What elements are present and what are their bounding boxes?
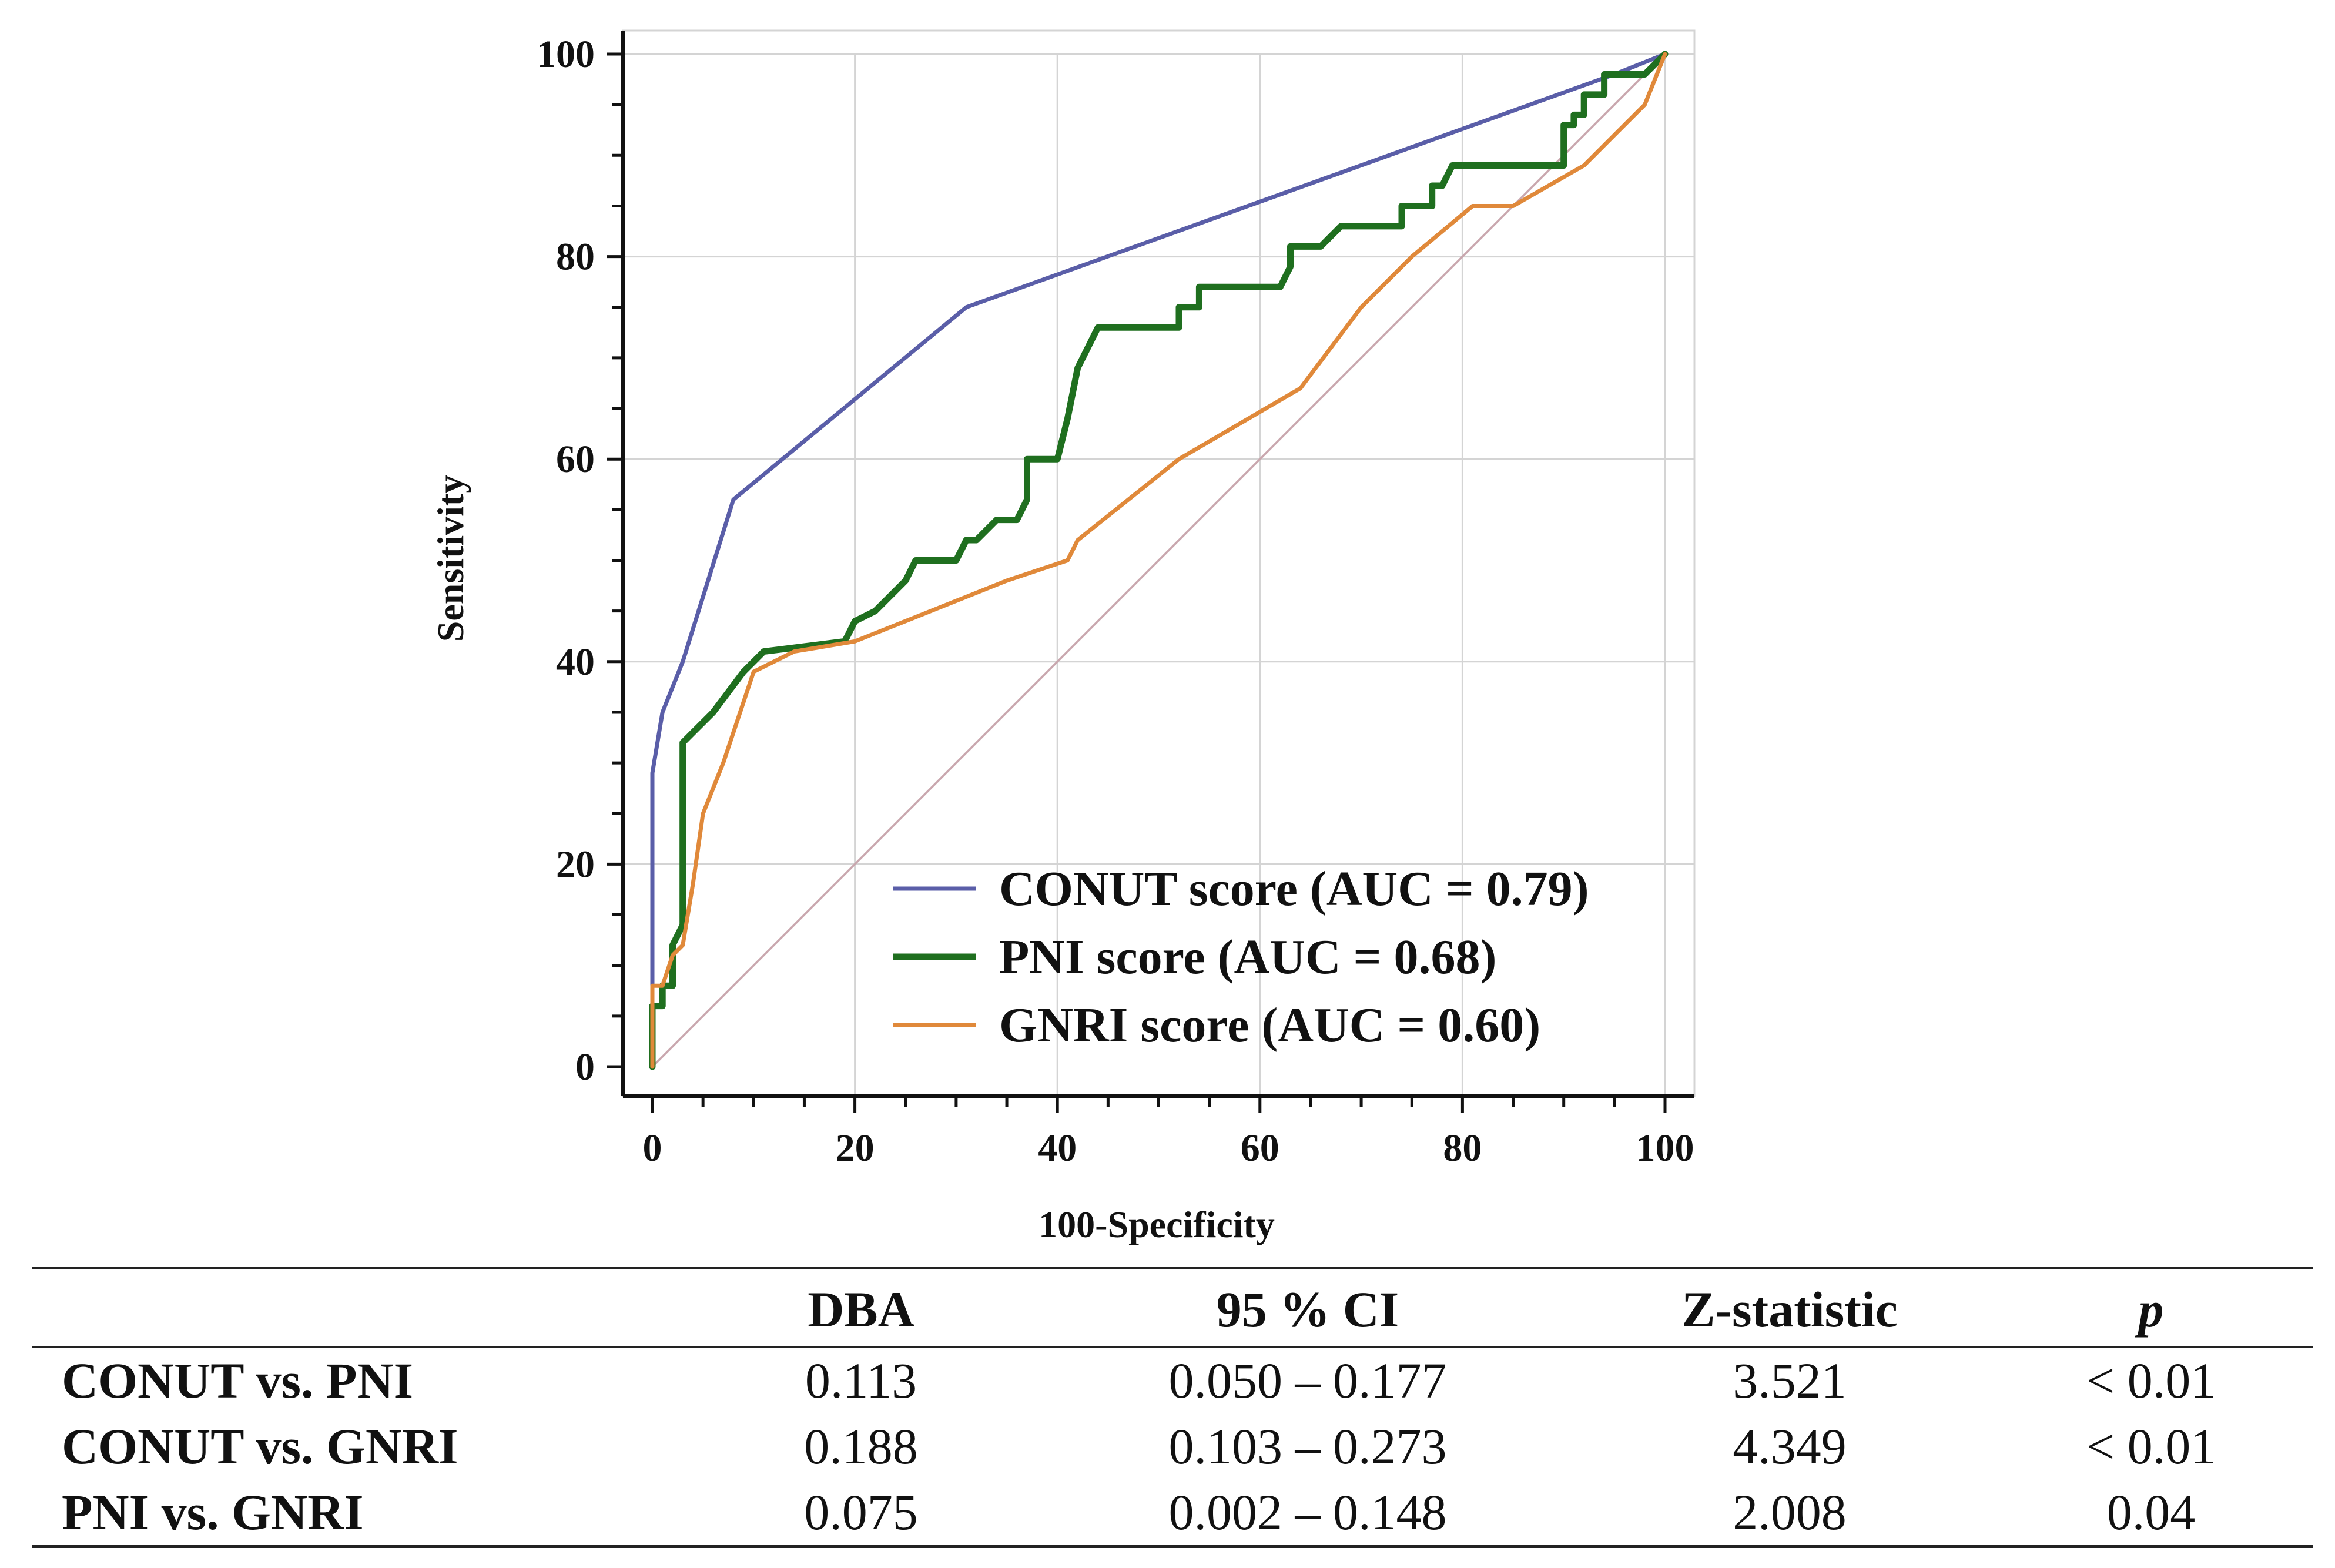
x-tick-label: 100 [1636,1127,1694,1170]
table-header-z: Z-statistic [1590,1267,1989,1348]
table-header-row: DBA 95 % CI Z-statistic p [32,1267,2313,1348]
x-tick-label: 20 [836,1127,875,1170]
table-cell-dba: 0.113 [805,1352,917,1409]
table-cell-comparison: PNI vs. GNRI [32,1479,696,1548]
chart-legend: CONUT score (AUC = 0.79) PNI score (AUC =… [893,862,1589,1053]
y-tick-label: 60 [556,438,595,481]
legend-label: GNRI score (AUC = 0.60) [999,998,1540,1053]
table-header-ci: 95 % CI [1026,1267,1590,1348]
comparison-table: DBA 95 % CI Z-statistic p CONUT vs. PNI … [32,1267,2313,1548]
table-cell-ci: 0.103 – 0.273 [1168,1418,1447,1475]
table-row: CONUT vs. GNRI 0.188 0.103 – 0.273 4.349… [32,1413,2313,1479]
table-row: PNI vs. GNRI 0.075 0.002 – 0.148 2.008 0… [32,1479,2313,1548]
table-cell-ci: 0.002 – 0.148 [1026,1479,1590,1548]
table-cell-comparison: CONUT vs. PNI [62,1352,414,1409]
table-cell-comparison: CONUT vs. GNRI [62,1418,458,1475]
table-cell-ci: 0.050 – 0.177 [1168,1352,1447,1409]
table-cell-z: 4.349 [1733,1418,1847,1475]
series-line-1 [650,52,1667,1069]
table-row: CONUT vs. PNI 0.113 0.050 – 0.177 3.521 … [32,1347,2313,1414]
legend-label: PNI score (AUC = 0.68) [999,930,1496,984]
y-tick-label: 80 [556,236,595,279]
reference-diagonal [651,53,1666,1068]
table-header-dba: DBA [696,1267,1026,1348]
table-cell-z: 3.521 [1733,1352,1847,1409]
x-tick-label: 80 [1443,1127,1482,1170]
table-cell-p: 0.04 [1989,1479,2313,1548]
legend-label: CONUT score (AUC = 0.79) [999,862,1589,916]
table-header-p: p [1989,1267,2313,1348]
table-cell-dba: 0.188 [804,1418,918,1475]
roc-chart: 0 20 40 60 80 100 0 20 40 60 80 100 100-Specificity… [430,29,1696,1245]
x-tick-label: 40 [1038,1127,1077,1170]
series-line-2 [649,51,1669,1070]
table-cell-z: 2.008 [1590,1479,1989,1548]
table-cell-dba: 0.075 [696,1479,1026,1548]
series-layer [649,51,1669,1070]
chart-axes [607,31,1694,1113]
y-axis-title: Sensitivity [430,475,471,642]
y-tick-label: 40 [556,641,595,684]
table-cell-p: < 0.01 [2086,1352,2216,1409]
table-cell-p: < 0.01 [2086,1418,2216,1475]
y-tick-label: 100 [537,33,595,76]
series-line-3 [650,52,1667,1069]
x-tick-label: 0 [643,1127,662,1170]
y-tick-label: 20 [556,843,595,886]
y-tick-label: 0 [575,1046,595,1088]
x-axis-title: 100-Specificity [1038,1204,1275,1245]
tick-labels: 0 20 40 60 80 100 0 20 40 60 80 100 [537,33,1694,1170]
x-tick-label: 60 [1241,1127,1279,1170]
table-header-blank [32,1267,696,1348]
